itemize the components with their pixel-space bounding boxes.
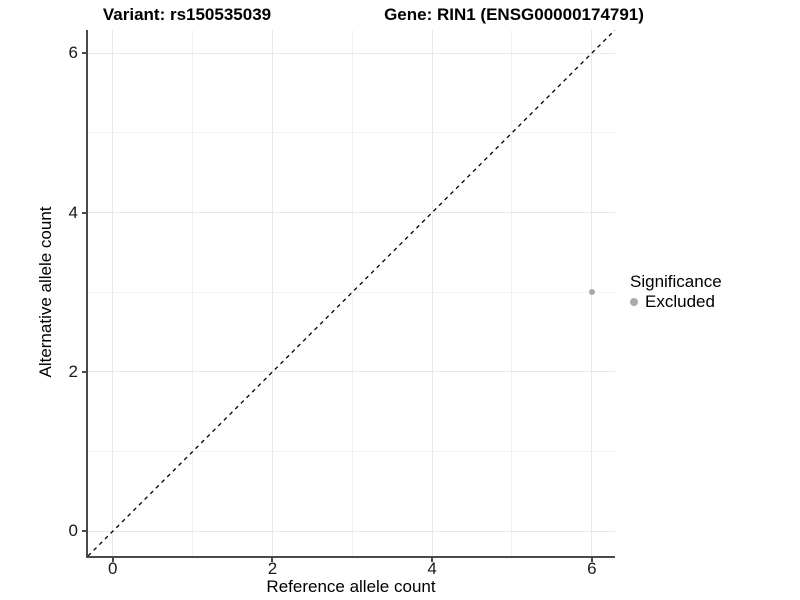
gridline-major-horizontal bbox=[88, 212, 615, 213]
gridline-minor-vertical bbox=[351, 30, 353, 556]
gridline-minor-horizontal bbox=[88, 132, 615, 134]
x-tick-label: 2 bbox=[267, 559, 278, 578]
gridline-major-horizontal bbox=[88, 371, 615, 373]
legend-entries: Excluded bbox=[630, 292, 722, 311]
y-tick-mark bbox=[82, 52, 86, 55]
gridline-minor-vertical bbox=[511, 30, 513, 556]
legend-title: Significance bbox=[630, 272, 722, 291]
significance-legend: Significance Excluded bbox=[630, 272, 722, 311]
x-tick-label: 0 bbox=[108, 559, 118, 578]
y-tick-mark bbox=[82, 370, 86, 373]
variant-title: Variant: rs150535039 bbox=[102, 5, 272, 24]
y-tick-label: 4 bbox=[68, 202, 78, 222]
y-tick-label: 0 bbox=[68, 521, 78, 541]
x-tick-mark bbox=[590, 558, 593, 562]
gridline-minor-horizontal bbox=[88, 291, 615, 293]
gridline-major-vertical bbox=[431, 30, 433, 556]
y-tick-mark bbox=[82, 530, 86, 533]
legend-marker-circle bbox=[630, 298, 638, 306]
y-tick-mark bbox=[82, 211, 86, 214]
x-tick-mark bbox=[111, 558, 114, 562]
gridline-major-vertical bbox=[271, 30, 273, 556]
x-axis-title: Reference allele count bbox=[266, 577, 436, 596]
legend-item: Excluded bbox=[630, 292, 722, 311]
x-tick-mark bbox=[431, 558, 434, 562]
plot-area bbox=[88, 30, 615, 556]
gridline-minor-vertical bbox=[192, 30, 194, 556]
data-point bbox=[588, 289, 595, 296]
gridline-major-vertical bbox=[112, 30, 114, 556]
gridline-major-horizontal bbox=[88, 530, 615, 532]
gridline-minor-horizontal bbox=[88, 451, 615, 453]
gridline-major-horizontal bbox=[88, 52, 615, 54]
y-tick-label: 6 bbox=[68, 43, 78, 63]
x-tick-label: 4 bbox=[427, 559, 437, 578]
x-tick-mark bbox=[271, 558, 274, 562]
legend-item-label: Excluded bbox=[645, 292, 715, 311]
y-tick-label: 2 bbox=[68, 361, 78, 381]
x-tick-label: 6 bbox=[587, 559, 597, 578]
gene-title: Gene: RIN1 (ENSG00000174791) bbox=[384, 5, 644, 24]
y-axis-title: Alternative allele count bbox=[36, 206, 55, 378]
plot-panel bbox=[86, 30, 615, 558]
identity-dashed-line bbox=[88, 30, 615, 556]
